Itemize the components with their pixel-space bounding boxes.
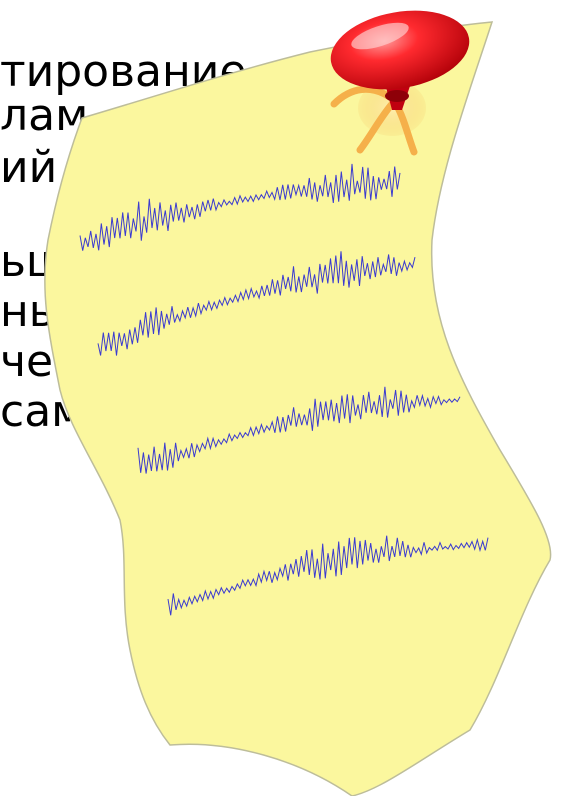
background-text-line-2: лам [0,90,89,141]
wave-lines [79,163,489,616]
background-text-line-3: ий [0,142,58,193]
sticky-note-icon [44,21,552,796]
wave-line [137,386,461,474]
wave-line [167,535,489,616]
wave-line [79,163,401,251]
pushpin-icon [330,10,470,110]
wave-line [97,251,416,356]
